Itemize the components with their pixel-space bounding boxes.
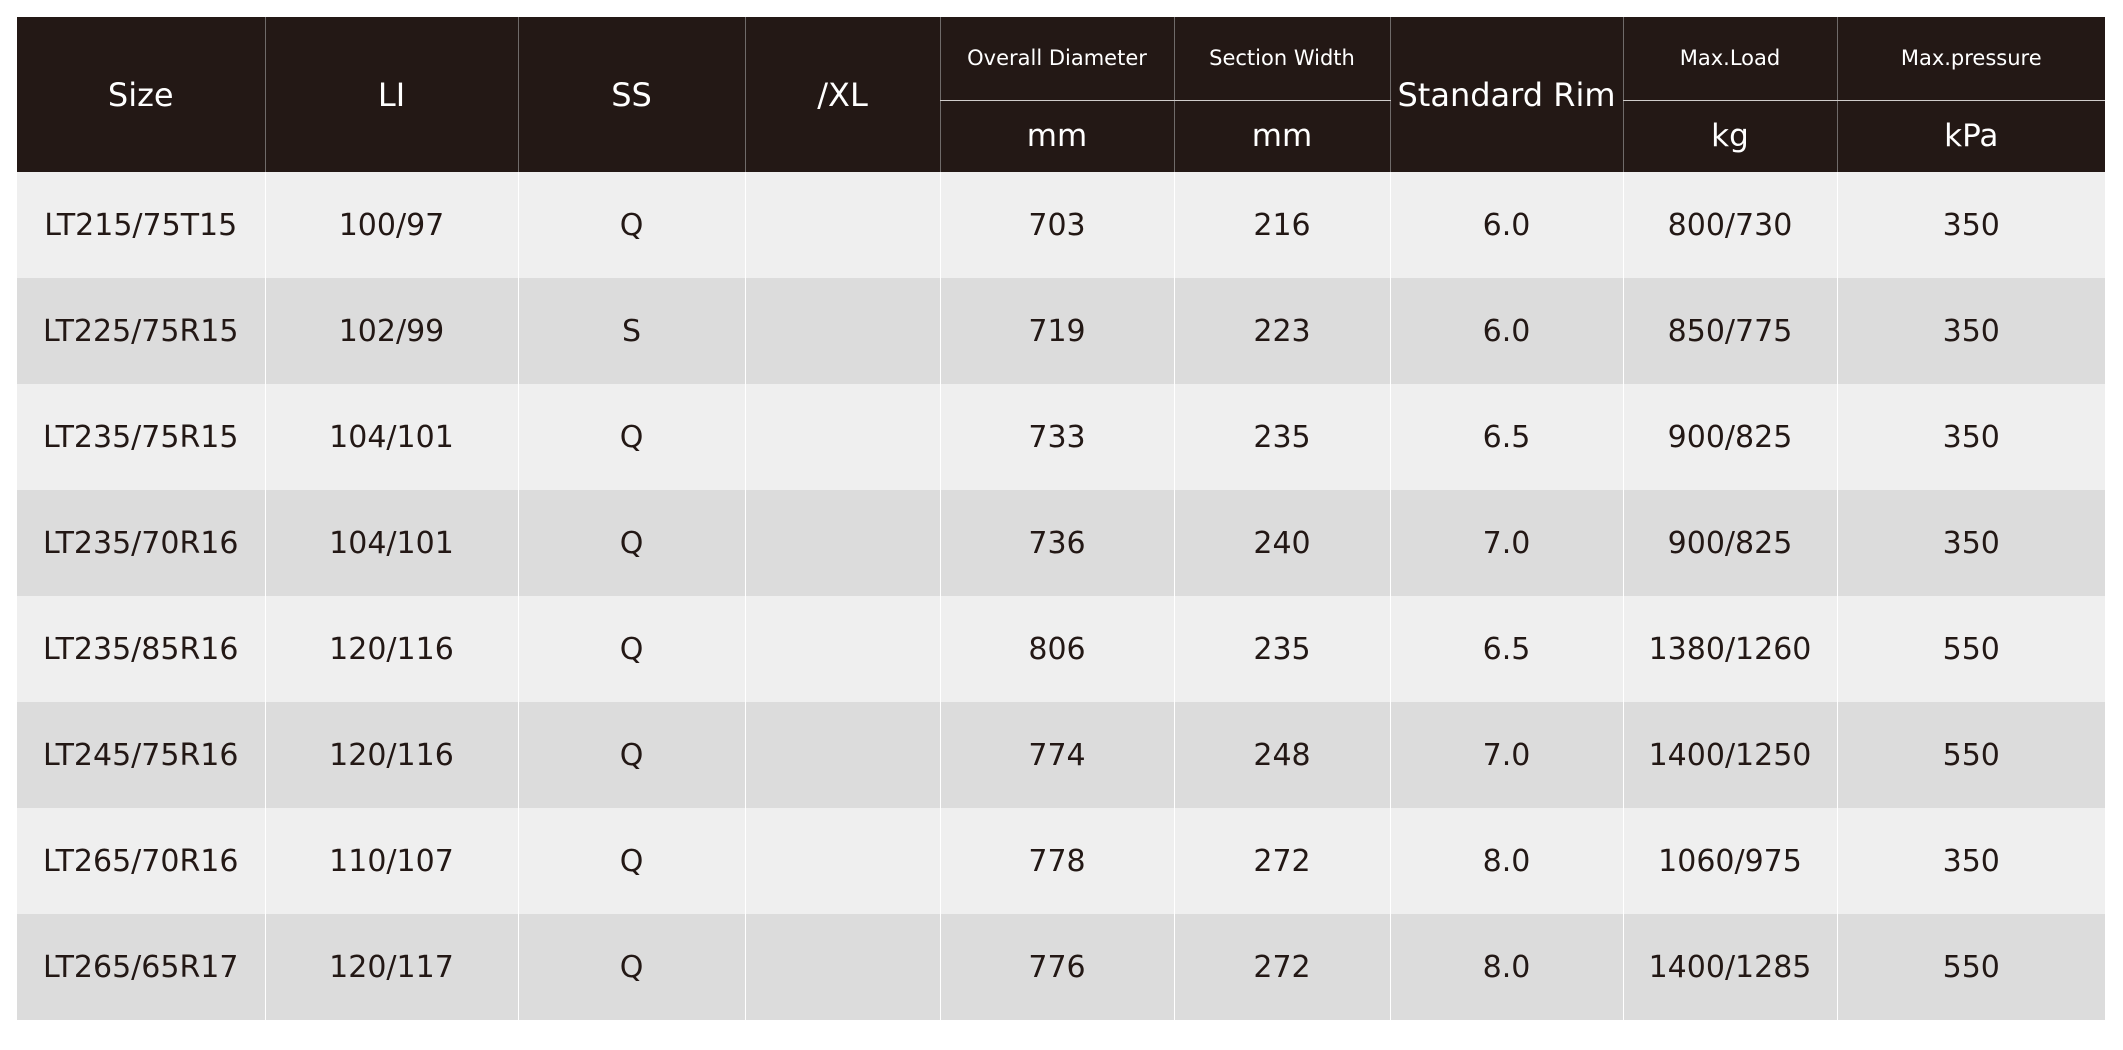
cell-pressure: 350 <box>1836 278 2105 384</box>
cell-xl <box>744 808 940 914</box>
cell-diameter: 778 <box>939 808 1174 914</box>
cell-xl <box>744 914 940 1020</box>
table-row: LT235/70R16 104/101 Q 736 240 7.0 900/82… <box>17 490 2105 596</box>
table-row: LT215/75T15 100/97 Q 703 216 6.0 800/730… <box>17 172 2105 278</box>
cell-load: 1060/975 <box>1622 808 1837 914</box>
cell-diameter: 703 <box>939 172 1174 278</box>
header-standard-rim: Standard Rim <box>1389 17 1623 172</box>
cell-load: 800/730 <box>1622 172 1837 278</box>
cell-load: 1400/1250 <box>1622 702 1837 808</box>
cell-ss: Q <box>517 914 745 1020</box>
cell-ss: Q <box>517 384 745 490</box>
table-row: LT265/70R16 110/107 Q 778 272 8.0 1060/9… <box>17 808 2105 914</box>
table-body: LT215/75T15 100/97 Q 703 216 6.0 800/730… <box>17 172 2105 1020</box>
cell-width: 272 <box>1173 914 1390 1020</box>
cell-pressure: 550 <box>1836 596 2105 702</box>
cell-rim: 8.0 <box>1389 808 1623 914</box>
header-section-width: Section Width <box>1173 17 1390 101</box>
cell-ss: Q <box>517 172 745 278</box>
cell-diameter: 736 <box>939 490 1174 596</box>
header-max-pressure-unit: kPa <box>1836 99 2105 172</box>
cell-xl <box>744 172 940 278</box>
cell-rim: 7.0 <box>1389 702 1623 808</box>
cell-load: 900/825 <box>1622 490 1837 596</box>
cell-li: 110/107 <box>264 808 518 914</box>
cell-xl <box>744 278 940 384</box>
cell-rim: 7.0 <box>1389 490 1623 596</box>
header-max-load-unit: kg <box>1622 99 1837 172</box>
cell-xl <box>744 490 940 596</box>
cell-diameter: 776 <box>939 914 1174 1020</box>
cell-width: 216 <box>1173 172 1390 278</box>
cell-li: 120/117 <box>264 914 518 1020</box>
cell-rim: 6.5 <box>1389 596 1623 702</box>
header-overall-diameter: Overall Diameter <box>939 17 1174 101</box>
cell-rim: 6.0 <box>1389 172 1623 278</box>
cell-rim: 6.0 <box>1389 278 1623 384</box>
cell-width: 272 <box>1173 808 1390 914</box>
cell-load: 850/775 <box>1622 278 1837 384</box>
cell-ss: Q <box>517 490 745 596</box>
cell-ss: S <box>517 278 745 384</box>
cell-pressure: 350 <box>1836 808 2105 914</box>
cell-rim: 8.0 <box>1389 914 1623 1020</box>
cell-width: 223 <box>1173 278 1390 384</box>
header-max-load: Max.Load <box>1622 17 1837 101</box>
cell-ss: Q <box>517 808 745 914</box>
tire-spec-table: Size LI SS /XL Overall Diameter Section … <box>17 17 2105 1020</box>
cell-pressure: 350 <box>1836 490 2105 596</box>
cell-rim: 6.5 <box>1389 384 1623 490</box>
cell-li: 120/116 <box>264 702 518 808</box>
table-header: Size LI SS /XL Overall Diameter Section … <box>17 17 2105 172</box>
cell-xl <box>744 384 940 490</box>
cell-pressure: 550 <box>1836 914 2105 1020</box>
cell-ss: Q <box>517 596 745 702</box>
cell-load: 900/825 <box>1622 384 1837 490</box>
cell-li: 102/99 <box>264 278 518 384</box>
cell-load: 1400/1285 <box>1622 914 1837 1020</box>
cell-pressure: 350 <box>1836 384 2105 490</box>
cell-ss: Q <box>517 702 745 808</box>
table-row: LT235/75R15 104/101 Q 733 235 6.5 900/82… <box>17 384 2105 490</box>
header-max-pressure: Max.pressure <box>1836 17 2105 101</box>
cell-size: LT235/75R15 <box>17 384 265 490</box>
cell-size: LT225/75R15 <box>17 278 265 384</box>
cell-li: 104/101 <box>264 384 518 490</box>
cell-li: 104/101 <box>264 490 518 596</box>
cell-diameter: 774 <box>939 702 1174 808</box>
header-overall-diameter-unit: mm <box>939 99 1174 172</box>
header-li: LI <box>264 17 518 172</box>
cell-xl <box>744 596 940 702</box>
header-size: Size <box>17 17 265 172</box>
cell-li: 120/116 <box>264 596 518 702</box>
cell-diameter: 806 <box>939 596 1174 702</box>
cell-width: 240 <box>1173 490 1390 596</box>
cell-size: LT245/75R16 <box>17 702 265 808</box>
cell-size: LT235/85R16 <box>17 596 265 702</box>
cell-width: 235 <box>1173 384 1390 490</box>
cell-pressure: 550 <box>1836 702 2105 808</box>
cell-load: 1380/1260 <box>1622 596 1837 702</box>
cell-pressure: 350 <box>1836 172 2105 278</box>
cell-size: LT215/75T15 <box>17 172 265 278</box>
table-row: LT225/75R15 102/99 S 719 223 6.0 850/775… <box>17 278 2105 384</box>
cell-diameter: 733 <box>939 384 1174 490</box>
cell-size: LT235/70R16 <box>17 490 265 596</box>
header-section-width-unit: mm <box>1173 99 1390 172</box>
table-row: LT265/65R17 120/117 Q 776 272 8.0 1400/1… <box>17 914 2105 1020</box>
table-row: LT245/75R16 120/116 Q 774 248 7.0 1400/1… <box>17 702 2105 808</box>
header-xl: /XL <box>744 17 940 172</box>
cell-diameter: 719 <box>939 278 1174 384</box>
cell-li: 100/97 <box>264 172 518 278</box>
header-ss: SS <box>517 17 745 172</box>
cell-width: 248 <box>1173 702 1390 808</box>
cell-size: LT265/65R17 <box>17 914 265 1020</box>
cell-size: LT265/70R16 <box>17 808 265 914</box>
table-row: LT235/85R16 120/116 Q 806 235 6.5 1380/1… <box>17 596 2105 702</box>
cell-xl <box>744 702 940 808</box>
cell-width: 235 <box>1173 596 1390 702</box>
